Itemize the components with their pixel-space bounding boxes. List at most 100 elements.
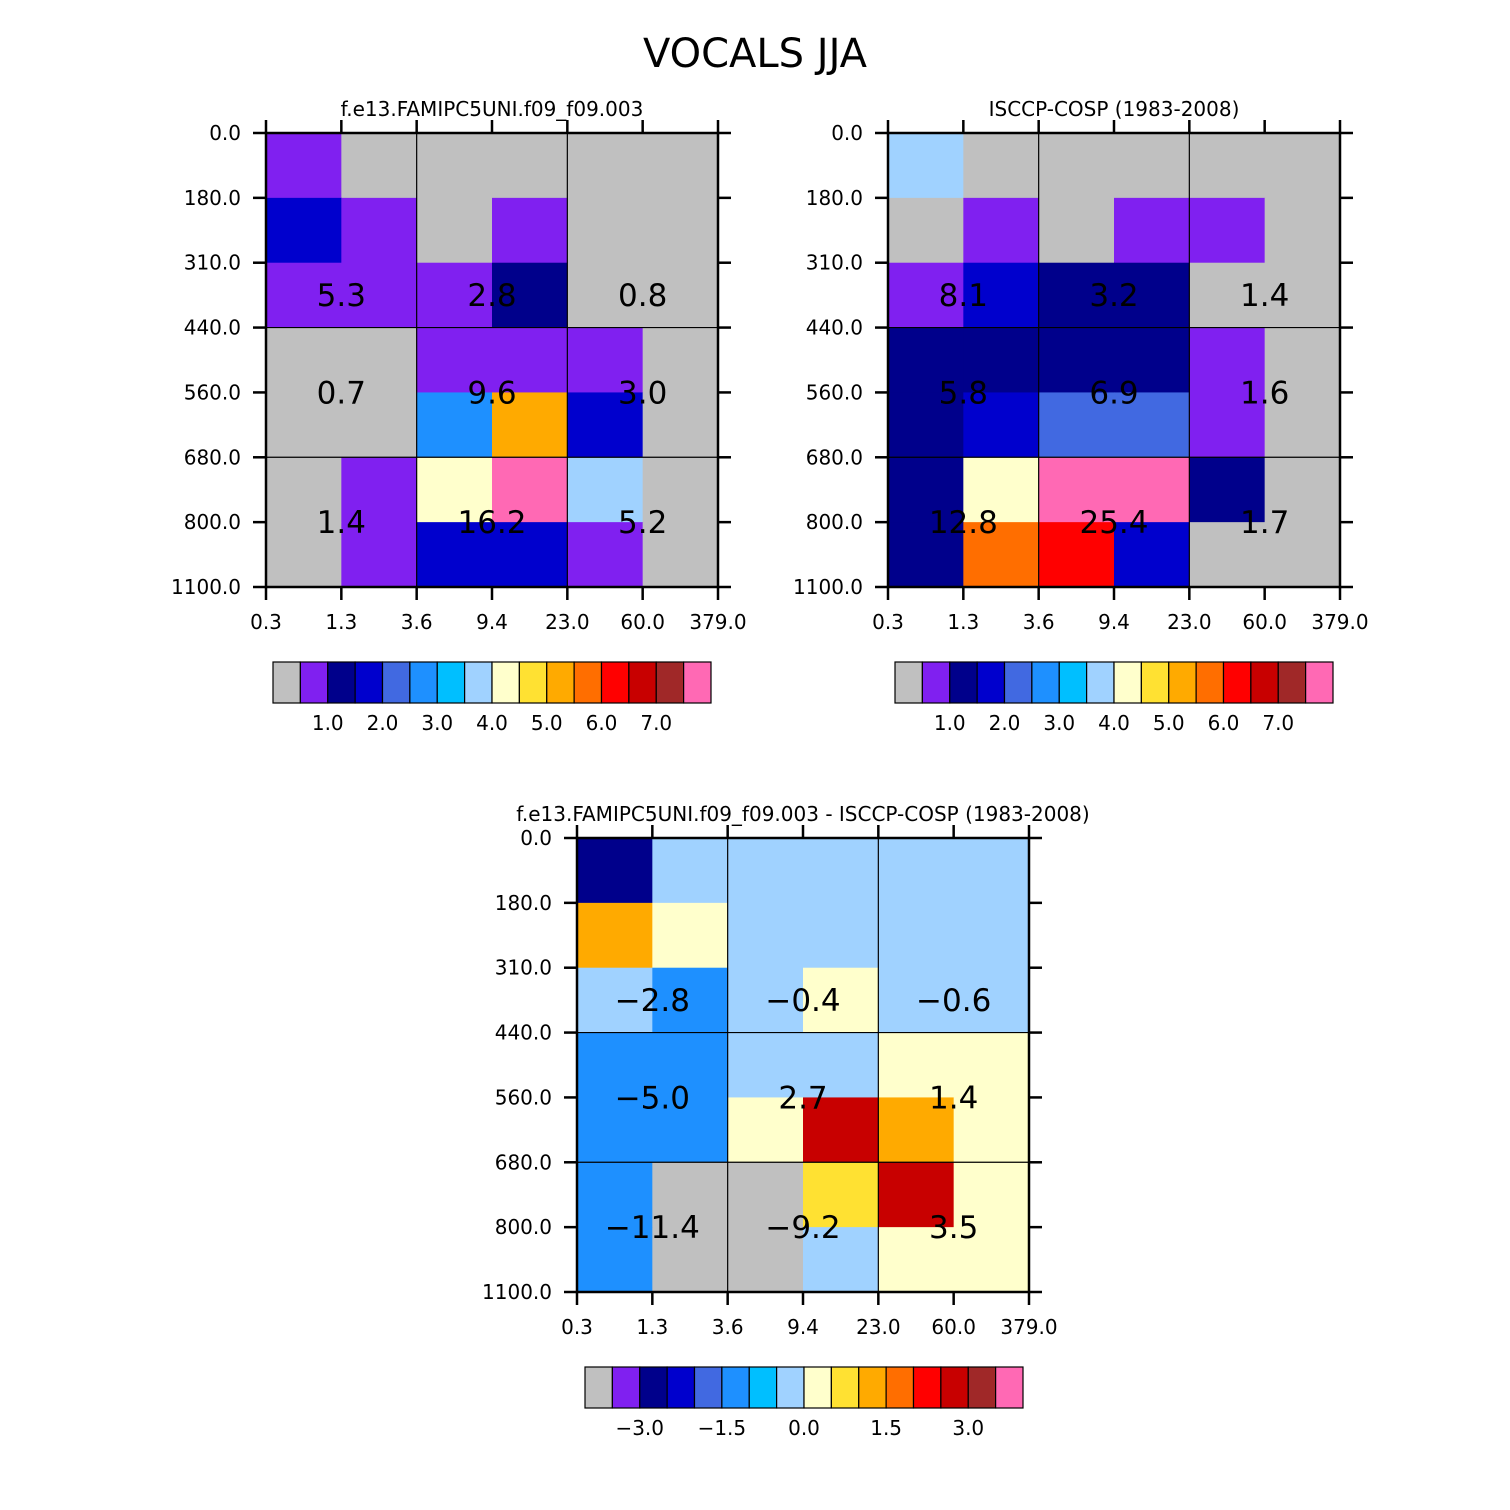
colorbar-label: 7.0 xyxy=(1262,711,1294,735)
box-value-label: −0.6 xyxy=(916,983,991,1019)
heatmap-cell xyxy=(888,327,964,394)
box-value-label: 12.8 xyxy=(929,505,998,541)
x-tick-label: 379.0 xyxy=(1000,1315,1057,1339)
heatmap-cell xyxy=(803,1227,879,1293)
colorbar-swatch xyxy=(611,1366,641,1409)
colorbar-swatch xyxy=(1086,661,1115,704)
colorbar-swatch xyxy=(381,661,411,704)
colorbar-swatch xyxy=(666,1366,696,1409)
y-tick-label: 560.0 xyxy=(184,380,241,404)
x-tick-label: 60.0 xyxy=(1242,610,1287,634)
box-value-label: 9.6 xyxy=(467,375,516,411)
heatmap-cell xyxy=(1264,522,1341,588)
colorbar-swatch xyxy=(776,1366,805,1409)
y-tick-label: 180.0 xyxy=(806,186,863,210)
heatmap-cell xyxy=(803,902,879,969)
colorbar-swatch xyxy=(584,1366,613,1409)
panel-title: f.e13.FAMIPC5UNI.f09_f09.003 - ISCCP-COS… xyxy=(516,802,1089,826)
heatmap-cell xyxy=(727,1032,804,1099)
x-tick-label: 379.0 xyxy=(689,610,746,634)
panel-title: f.e13.FAMIPC5UNI.f09_f09.003 xyxy=(341,97,644,121)
heatmap-cell xyxy=(1114,522,1190,588)
heatmap-cell xyxy=(341,262,418,329)
heatmap-cell xyxy=(567,327,644,394)
heatmap-cell xyxy=(341,327,418,394)
colorbar-swatch xyxy=(1031,661,1060,704)
colorbar-swatch xyxy=(830,1366,860,1409)
heatmap-cell xyxy=(888,262,964,329)
heatmap-cell xyxy=(953,1097,1030,1163)
heatmap-cell xyxy=(953,1032,1030,1099)
heatmap-cell xyxy=(888,197,964,264)
heatmap-cell xyxy=(642,327,719,394)
heatmap-cell xyxy=(652,1097,729,1163)
panel-observation: ISCCP-COSP (1983-2008) 0.0 180.0 310.0 440.… xyxy=(793,97,1369,735)
heatmap-cell xyxy=(963,133,1040,199)
colorbar-label: 5.0 xyxy=(1153,711,1185,735)
heatmap-cell xyxy=(963,327,1040,394)
heatmap-cell xyxy=(266,262,342,329)
y-tick-label: 680.0 xyxy=(806,445,863,469)
colorbar-swatch xyxy=(894,661,923,704)
colorbar-swatch xyxy=(299,661,329,704)
x-tick-label: 0.3 xyxy=(561,1315,593,1339)
colorbar-swatch xyxy=(748,1366,778,1409)
heatmap-cell xyxy=(1189,133,1266,199)
box-value-label: −11.4 xyxy=(605,1210,700,1246)
heatmap-cell xyxy=(1264,133,1341,199)
colorbar-swatch xyxy=(655,661,685,704)
heatmap-cell xyxy=(341,522,418,588)
heatmap-cell xyxy=(652,1032,729,1099)
box-value-label: 8.1 xyxy=(939,278,988,314)
heatmap-cell xyxy=(652,1162,729,1228)
colorbar-swatch xyxy=(1113,661,1142,704)
x-tick-label: 0.3 xyxy=(250,610,282,634)
colorbar-swatch xyxy=(885,1366,915,1409)
y-tick-label: 180.0 xyxy=(184,186,241,210)
heatmap-cell xyxy=(652,1227,729,1293)
x-tick-label: 60.0 xyxy=(620,610,665,634)
colorbar-swatch xyxy=(921,661,951,704)
heatmap-cell xyxy=(567,262,644,329)
colorbar-swatch xyxy=(436,661,466,704)
colorbar-label: −1.5 xyxy=(698,1416,747,1440)
x-tick-label: 379.0 xyxy=(1311,610,1368,634)
box-value-label: 3.2 xyxy=(1089,278,1138,314)
heatmap-cell xyxy=(416,457,493,523)
x-tick-label: 9.4 xyxy=(1098,610,1130,634)
heatmap-cell xyxy=(416,392,493,458)
x-tick-label: 1.3 xyxy=(325,610,357,634)
colorbar-label: 6.0 xyxy=(586,711,618,735)
heatmap-cell xyxy=(567,522,644,588)
box-value-label: 1.7 xyxy=(1240,505,1289,541)
colorbar-swatch xyxy=(721,1366,750,1409)
y-tick-label: 310.0 xyxy=(806,251,863,275)
colorbar-swatch xyxy=(1195,661,1225,704)
heatmap-cell xyxy=(266,522,342,588)
heatmap-cell xyxy=(416,522,493,588)
y-tick-label: 310.0 xyxy=(184,251,241,275)
colorbar-swatch xyxy=(491,661,520,704)
colorbar-swatch xyxy=(995,1366,1024,1409)
colorbar-label: 1.0 xyxy=(934,711,966,735)
heatmap-cell xyxy=(727,1162,804,1228)
colorbar-swatch xyxy=(976,661,1006,704)
y-tick-label: 560.0 xyxy=(495,1085,552,1109)
heatmap-cell xyxy=(341,457,418,523)
heatmap-cell xyxy=(567,197,644,264)
y-tick-label: 0.0 xyxy=(831,121,863,145)
heatmap-cell xyxy=(492,262,568,329)
heatmap-cell xyxy=(567,457,644,523)
heatmap-cell xyxy=(878,838,955,904)
colorbar-swatch xyxy=(546,661,575,704)
colorbar-swatch xyxy=(912,1366,942,1409)
colorbar-swatch xyxy=(940,1366,969,1409)
colorbar-label: 2.0 xyxy=(989,711,1021,735)
x-tick-label: 9.4 xyxy=(787,1315,819,1339)
heatmap-cell xyxy=(803,1162,879,1228)
y-tick-label: 310.0 xyxy=(495,956,552,980)
heatmap-cell xyxy=(642,522,719,588)
colorbar-swatch xyxy=(858,1366,887,1409)
x-tick-label: 3.6 xyxy=(1023,610,1055,634)
